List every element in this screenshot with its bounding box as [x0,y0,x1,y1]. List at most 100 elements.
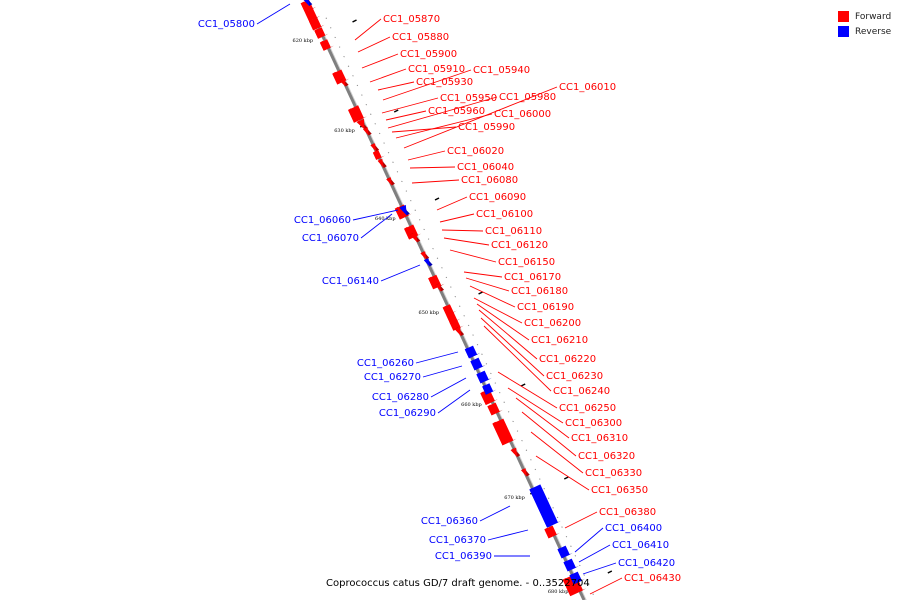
gene-feature[interactable] [319,39,334,51]
gene-label-cc1-06250[interactable]: CC1_06250 [559,403,616,414]
gene-feature[interactable] [480,389,498,405]
gene-feature[interactable] [562,573,586,597]
gene-feature[interactable] [544,525,560,539]
gene-label-cc1-05930[interactable]: CC1_05930 [416,77,473,88]
gene-feature[interactable] [372,150,385,160]
gene-label-cc1-06410[interactable]: CC1_06410 [612,540,669,551]
gene-feature[interactable] [304,8,321,22]
gene-label-cc1-06210[interactable]: CC1_06210 [531,335,588,346]
gene-feature[interactable] [476,370,492,384]
gene-feature[interactable] [521,468,530,477]
gene-label-cc1-06290[interactable]: CC1_06290 [379,408,436,419]
gene-label-cc1-06390[interactable]: CC1_06390 [435,551,492,562]
gene-feature[interactable] [348,105,367,123]
gene-feature[interactable] [529,484,561,528]
gene-label-cc1-05800[interactable]: CC1_05800 [198,19,255,30]
gene-label-cc1-06310[interactable]: CC1_06310 [571,433,628,444]
gene-label-cc1-06070[interactable]: CC1_06070 [302,233,359,244]
gene-feature[interactable] [454,326,465,336]
gene-label-cc1-06170[interactable]: CC1_06170 [504,272,561,283]
leader-line [256,3,291,25]
gene-label-cc1-06320[interactable]: CC1_06320 [578,451,635,462]
gene-feature[interactable] [332,69,350,85]
minor-tick [467,324,470,327]
gene-feature[interactable] [557,545,573,559]
gene-label-cc1-05950[interactable]: CC1_05950 [440,93,497,104]
gene-feature[interactable] [435,283,444,292]
gene-feature[interactable] [470,357,486,371]
gene-label-cc1-06240[interactable]: CC1_06240 [553,386,610,397]
gene-label-cc1-05910[interactable]: CC1_05910 [408,64,465,75]
gene-label-cc1-06090[interactable]: CC1_06090 [469,192,526,203]
gene-feature[interactable] [563,558,579,572]
gene-feature[interactable] [482,383,497,395]
gene-feature[interactable] [303,0,313,6]
gene-feature[interactable] [363,127,372,136]
gene-label-cc1-06430[interactable]: CC1_06430 [624,573,681,584]
gene-label-cc1-05990[interactable]: CC1_05990 [458,122,515,133]
minor-tick [330,27,332,29]
gene-label-cc1-06120[interactable]: CC1_06120 [491,240,548,251]
gene-label-cc1-06380[interactable]: CC1_06380 [599,507,656,518]
gene-label-cc1-05870[interactable]: CC1_05870 [383,14,440,25]
gene-label-cc1-05940[interactable]: CC1_05940 [473,65,530,76]
leader-line [377,81,415,91]
gene-feature[interactable] [309,17,325,31]
gene-label-cc1-06260[interactable]: CC1_06260 [357,358,414,369]
gene-feature[interactable] [386,177,395,186]
minor-tick [490,372,492,375]
gene-feature[interactable] [569,571,585,585]
gene-label-cc1-06190[interactable]: CC1_06190 [517,302,574,313]
gene-feature[interactable] [399,204,410,216]
gene-label-cc1-06230[interactable]: CC1_06230 [546,371,603,382]
gene-label-cc1-05880[interactable]: CC1_05880 [392,32,449,43]
gene-feature[interactable] [492,418,517,446]
gene-feature[interactable] [420,251,430,260]
gene-feature[interactable] [464,345,481,359]
leader-line [403,86,558,149]
gene-label-cc1-06040[interactable]: CC1_06040 [457,162,514,173]
gene-label-cc1-06150[interactable]: CC1_06150 [498,257,555,268]
gene-label-cc1-06200[interactable]: CC1_06200 [524,318,581,329]
gene-label-cc1-06080[interactable]: CC1_06080 [461,175,518,186]
gene-label-cc1-06140[interactable]: CC1_06140 [322,276,379,287]
gene-label-cc1-06100[interactable]: CC1_06100 [476,209,533,220]
minor-tick [356,84,359,87]
gene-feature[interactable] [356,118,368,130]
leader-line [564,511,598,529]
gene-feature[interactable] [428,274,445,290]
gene-label-cc1-06000[interactable]: CC1_06000 [494,109,551,120]
gene-label-cc1-06010[interactable]: CC1_06010 [559,82,616,93]
gene-label-cc1-05900[interactable]: CC1_05900 [400,49,457,60]
gene-label-cc1-06060[interactable]: CC1_06060 [294,215,351,226]
gene-label-cc1-06220[interactable]: CC1_06220 [539,354,596,365]
minor-tick [378,132,381,135]
gene-label-cc1-06330[interactable]: CC1_06330 [585,468,642,479]
gene-label-cc1-06180[interactable]: CC1_06180 [511,286,568,297]
leader-line [473,297,523,324]
gene-feature[interactable] [339,78,349,87]
leader-line [465,277,510,292]
gene-label-cc1-06360[interactable]: CC1_06360 [421,516,478,527]
gene-label-cc1-05960[interactable]: CC1_05960 [428,106,485,117]
gene-label-cc1-06020[interactable]: CC1_06020 [447,146,504,157]
gene-feature[interactable] [314,27,329,39]
gene-label-cc1-05980[interactable]: CC1_05980 [499,92,556,103]
minor-tick [534,468,537,471]
gene-label-cc1-06270[interactable]: CC1_06270 [364,372,421,383]
gene-feature[interactable] [487,402,503,416]
gene-feature[interactable] [423,258,433,267]
minor-tick [507,411,510,413]
gene-label-cc1-06400[interactable]: CC1_06400 [605,523,662,534]
gene-label-cc1-06420[interactable]: CC1_06420 [618,558,675,569]
gene-label-cc1-06110[interactable]: CC1_06110 [485,226,542,237]
gene-label-cc1-06280[interactable]: CC1_06280 [372,392,429,403]
gene-feature[interactable] [510,447,521,457]
gene-feature[interactable] [370,143,380,152]
gene-label-cc1-06350[interactable]: CC1_06350 [591,485,648,496]
gene-label-cc1-06300[interactable]: CC1_06300 [565,418,622,429]
gene-feature[interactable] [410,231,421,243]
gene-label-cc1-06370[interactable]: CC1_06370 [429,535,486,546]
gene-feature[interactable] [377,158,387,168]
